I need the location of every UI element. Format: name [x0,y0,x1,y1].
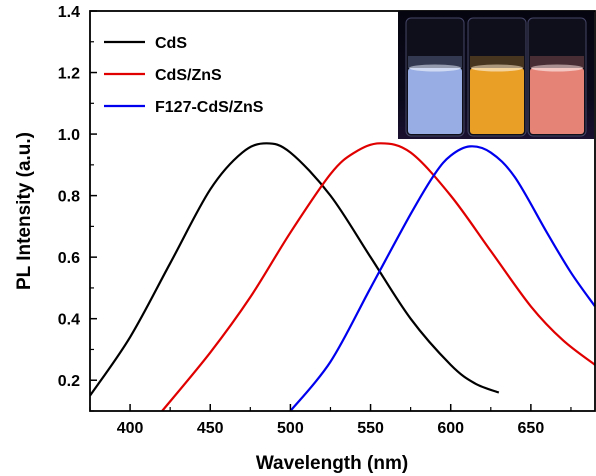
vial [527,17,587,137]
y-tick-label: 1.2 [58,66,80,83]
series-layer [90,142,596,411]
y-tick-label: 1.0 [58,127,80,144]
plot-frame [89,10,596,412]
x-tick-label: 400 [117,420,144,437]
legend: CdS CdS/ZnS F127-CdS/ZnS [104,35,264,116]
legend-label: CdS [155,35,187,52]
x-tick-label: 550 [357,420,384,437]
axis-layer: 400 450 500 550 600 650 0.2 0.4 0.6 0.8 1.0 1.2 1.4 [58,4,572,437]
x-tick-label: 650 [518,420,545,437]
x-tick-label: 600 [437,420,464,437]
series-line-f127-cds-zns [289,145,596,411]
inset-photo-vials [398,11,594,139]
legend-label: F127-CdS/ZnS [155,99,264,116]
legend-label: CdS/ZnS [155,67,222,84]
vial [405,17,465,137]
y-tick-label: 1.4 [58,4,80,21]
x-tick-label: 500 [277,420,304,437]
series-line-cds-zns [161,142,596,411]
x-axis-title: Wavelength (nm) [256,453,408,474]
vial [467,17,527,137]
y-tick-label: 0.4 [58,312,80,329]
y-axis-title: PL Intensity (a.u.) [14,132,35,290]
series-line-cds [90,142,500,397]
x-tick-label: 450 [197,420,224,437]
y-tick-label: 0.6 [58,250,80,267]
y-tick-label: 0.8 [58,189,80,206]
y-tick-label: 0.2 [58,373,80,390]
